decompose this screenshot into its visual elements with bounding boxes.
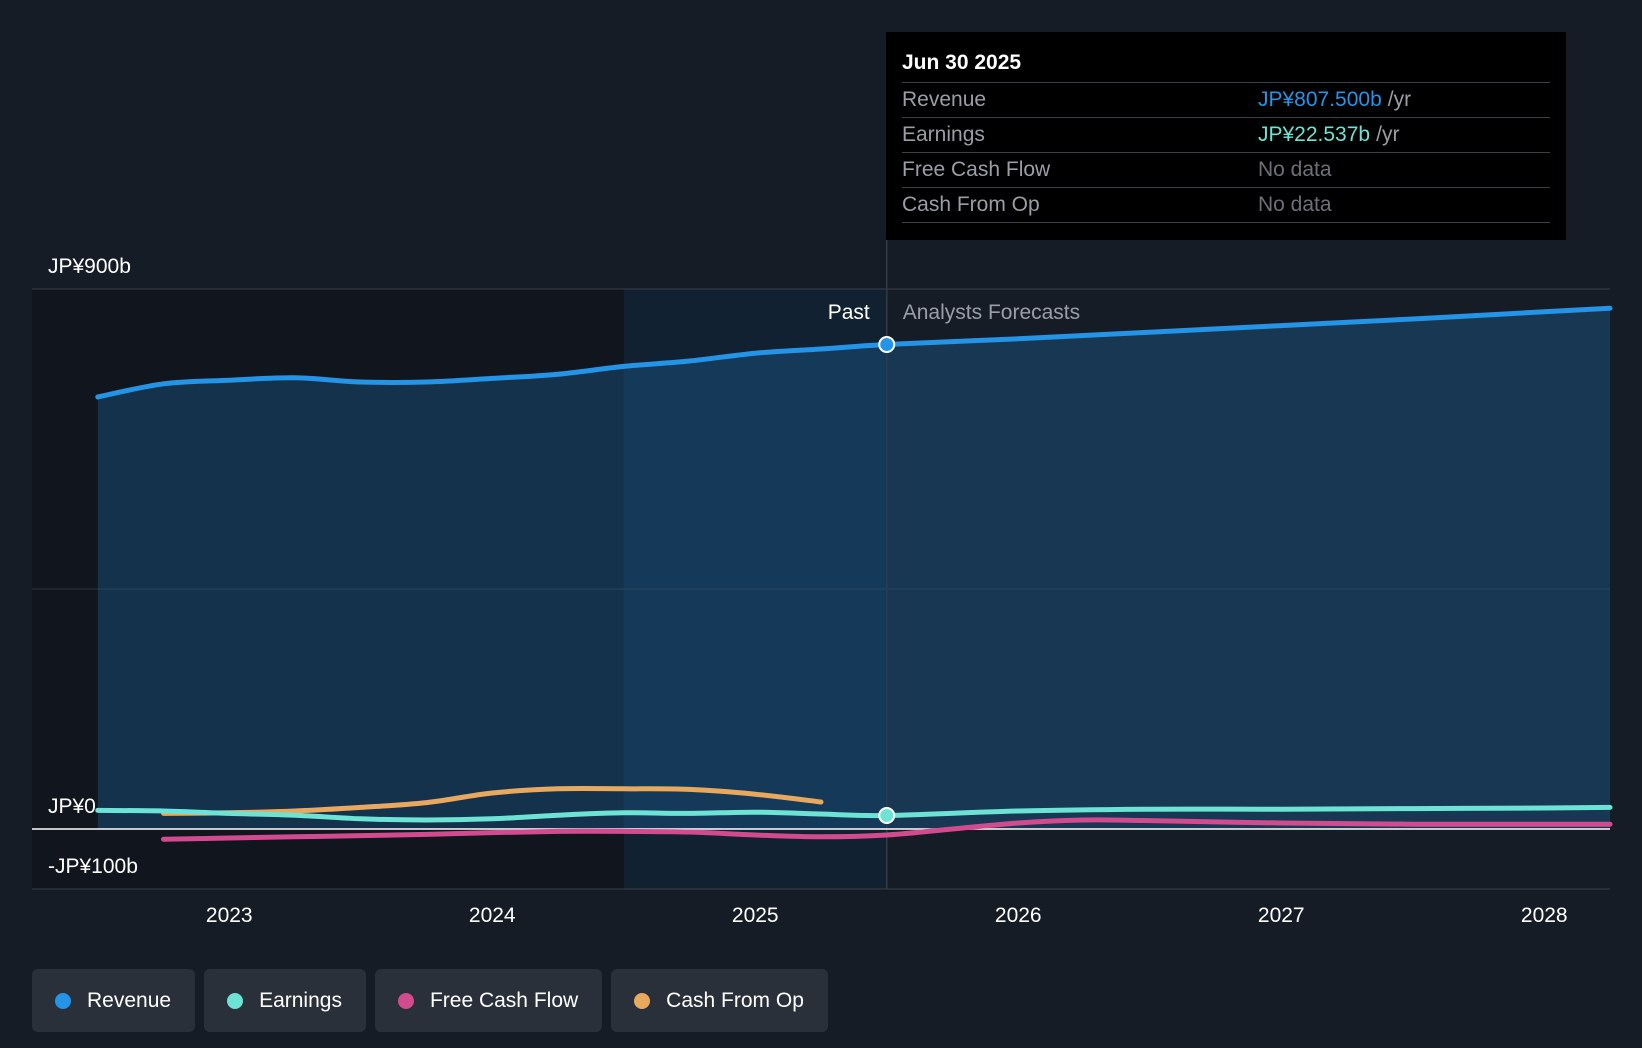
- x-tick-label-2027: 2027: [1258, 904, 1305, 927]
- x-tick-label-2028: 2028: [1521, 904, 1568, 927]
- x-tick-label-2023: 2023: [206, 904, 253, 927]
- past-label: Past: [828, 301, 870, 324]
- legend-item-revenue[interactable]: Revenue: [32, 969, 196, 1032]
- tooltip-value: JP¥807.500b: [1258, 88, 1382, 111]
- tooltip-unit: /yr: [1376, 123, 1400, 146]
- tooltip-row-earnings: Earnings JP¥22.537b /yr: [902, 117, 1550, 152]
- legend-label: Revenue: [87, 988, 172, 1012]
- tooltip-row-revenue: Revenue JP¥807.500b /yr: [902, 82, 1550, 117]
- earnings-line: [95, 804, 1613, 823]
- legend-label: Cash From Op: [666, 988, 804, 1012]
- cash-from-op-line: [161, 785, 824, 816]
- cash-from-op-dot-icon: [634, 992, 651, 1009]
- y-tick-label-0: JP¥0: [48, 795, 96, 818]
- tooltip-value: No data: [1258, 158, 1332, 181]
- free-cash-flow-line: [161, 817, 1613, 842]
- revenue-highlight-point[interactable]: [878, 336, 896, 353]
- tooltip-label: Revenue: [902, 88, 987, 111]
- y-tick-label-neg100: -JP¥100b: [48, 855, 138, 878]
- earnings-dot-icon: [227, 992, 244, 1009]
- revenue-dot-icon: [55, 992, 71, 1009]
- tooltip-label: Free Cash Flow: [902, 158, 1051, 181]
- tooltip: Jun 30 2025 Revenue JP¥807.500b /yr Earn…: [886, 32, 1566, 240]
- tooltip-date: Jun 30 2025: [902, 51, 1022, 74]
- forecast-label: Analysts Forecasts: [903, 301, 1080, 324]
- y-tick-label-900: JP¥900b: [48, 255, 131, 278]
- legend: Revenue Earnings Free Cash Flow Cash Fro…: [32, 969, 837, 1032]
- legend-label: Earnings: [259, 988, 342, 1012]
- tooltip-label: Cash From Op: [902, 193, 1040, 216]
- x-tick-label-2024: 2024: [469, 904, 516, 927]
- tooltip-label: Earnings: [902, 123, 985, 146]
- revenue-line: [95, 305, 1613, 400]
- legend-label: Free Cash Flow: [429, 988, 579, 1012]
- tooltip-unit: /yr: [1387, 88, 1412, 111]
- legend-item-cash-from-op[interactable]: Cash From Op: [611, 969, 828, 1032]
- free-cash-flow-dot-icon: [397, 992, 414, 1009]
- tooltip-row-free-cash-flow: Free Cash Flow No data: [902, 152, 1550, 187]
- tooltip-value: No data: [1258, 193, 1332, 216]
- earnings-highlight-point[interactable]: [878, 807, 896, 824]
- legend-item-free-cash-flow[interactable]: Free Cash Flow: [374, 969, 603, 1032]
- tooltip-row-cash-from-op: Cash From Op No data: [902, 187, 1550, 223]
- x-tick-label-2025: 2025: [732, 904, 779, 927]
- x-tick-label-2026: 2026: [995, 904, 1042, 927]
- legend-item-earnings[interactable]: Earnings: [204, 969, 366, 1032]
- revenue-area: [97, 308, 1610, 829]
- tooltip-value: JP¥22.537b: [1258, 123, 1371, 146]
